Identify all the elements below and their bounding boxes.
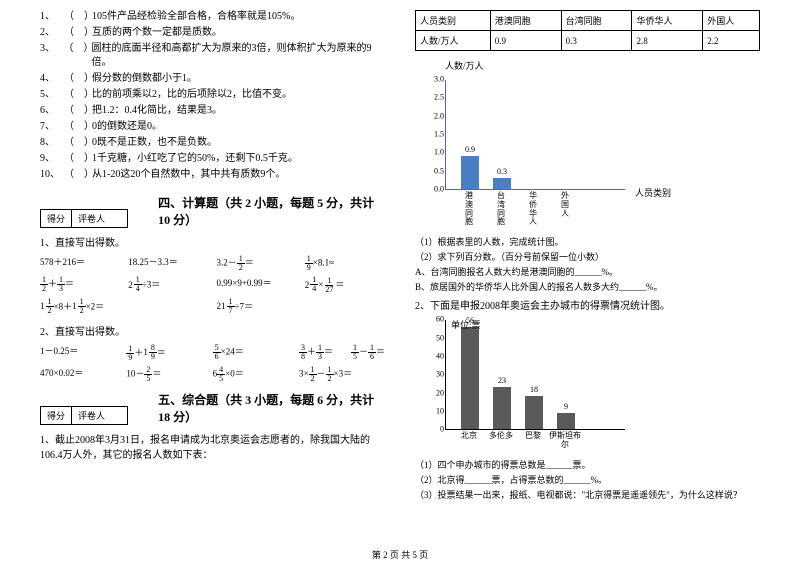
q-text: 圆柱的底面半径和高都扩大为原来的3倍，则体积扩大为原来的9倍。 <box>91 42 385 70</box>
right-column: 人员类别港澳同胞 台湾同胞华侨华人 外国人 人数/万人0.9 0.32.8 2.… <box>415 10 760 503</box>
section-4-title: 四、计算题（共 2 小题，每题 5 分，共计 10 分） <box>158 194 385 228</box>
notes-1: （1）根据表里的人数，完成统计图。（2）求下列百分数。（百分号前保留一位小数） … <box>415 235 760 293</box>
q-text: 把1.2：0.4化简比，结果是3。 <box>92 104 222 118</box>
true-false-list: 1、（ ）105件产品经检验全部合格，合格率就是105%。 2、（ ）互质的两个… <box>40 10 385 182</box>
score-label: 得分 <box>41 407 72 424</box>
chart-2: 01020304050605623189北京多伦多巴黎伊斯坦布尔单位:票 <box>445 320 760 450</box>
grader-label: 评卷人 <box>72 210 111 227</box>
q-text: 互质的两个数一定都是质数。 <box>92 26 222 40</box>
q-text: 比的前项乘以2，比的后项除以2，比值不变。 <box>92 88 292 102</box>
equation-grid-2: 1－0.25＝ 19＋189＝ 56×24＝ 38＋13＝ 15－16＝ 470… <box>40 344 385 383</box>
equation-grid-1: 578＋216＝18.25－3.3＝ 3.2－12＝ 19×8.1≈ 12＋13… <box>40 255 385 315</box>
q-text: 假分数的倒数都小于1。 <box>92 72 197 86</box>
chart1-y-title: 人数/万人 <box>445 59 760 72</box>
sub-2: 2、直接写出得数。 <box>40 323 385 338</box>
q-text: 1千克糖，小红吃了它的50%，还剩下0.5千克。 <box>92 152 298 166</box>
volunteer-table: 人员类别港澳同胞 台湾同胞华侨华人 外国人 人数/万人0.9 0.32.8 2.… <box>415 10 760 51</box>
score-box: 得分 评卷人 <box>40 406 128 425</box>
comp-2: 2、下面是申报2008年奥运会主办城市的得票情况统计图。 <box>415 297 760 312</box>
q-text: 从1-20这20个自然数中，其中共有质数9个。 <box>92 168 285 182</box>
left-column: 1、（ ）105件产品经检验全部合格，合格率就是105%。 2、（ ）互质的两个… <box>40 10 385 503</box>
q-text: 0的倒数还是0。 <box>92 120 162 134</box>
section-5-title: 五、综合题（共 3 小题，每题 6 分，共计 18 分） <box>158 391 385 425</box>
score-box: 得分 评卷人 <box>40 209 128 228</box>
grader-label: 评卷人 <box>72 407 111 424</box>
notes-2: （1）四个申办城市的得票总数是______票。（2）北京得______票，占得票… <box>415 458 760 501</box>
q-text: 105件产品经检验全部合格，合格率就是105%。 <box>92 10 300 24</box>
sub-1: 1、直接写出得数。 <box>40 234 385 249</box>
chart-1: 0.00.51.01.52.02.53.00.90.3港 澳 同 胞台 湾 同 … <box>445 80 760 227</box>
q-text: 0既不是正数，也不是负数。 <box>92 136 217 150</box>
score-label: 得分 <box>41 210 72 227</box>
page-footer: 第 2 页 共 5 页 <box>0 548 800 561</box>
comp-1: 1、截止2008年3月31日，报名申请成为北京奥运会志愿者的，除我国大陆的106… <box>40 431 385 461</box>
